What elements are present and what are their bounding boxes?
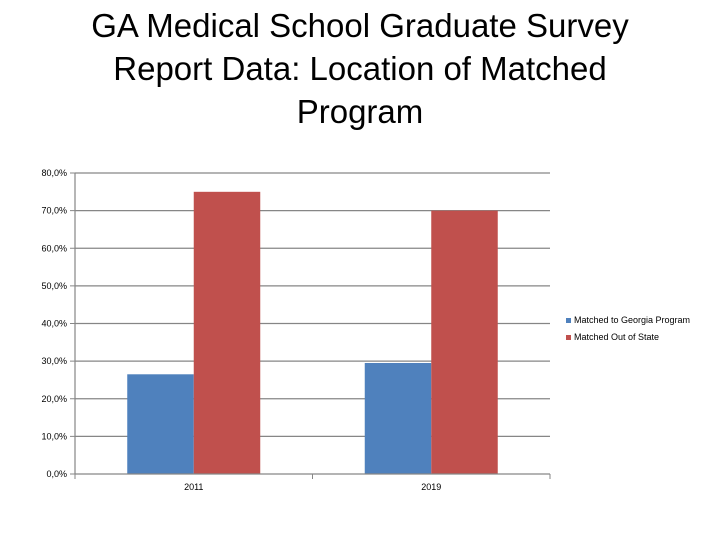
chart-title: GA Medical School Graduate Survey Report… <box>40 4 680 133</box>
x-tick-label-0: 2011 <box>184 482 203 492</box>
bars <box>127 191 498 474</box>
y-tick-label-0: 0,0% <box>46 469 67 479</box>
x-tick-label-1: 2019 <box>421 482 441 492</box>
title-line-1: GA Medical School Graduate Survey <box>91 7 629 44</box>
y-tick-label-3: 30,0% <box>41 356 67 366</box>
legend-label-0: Matched to Georgia Program <box>574 315 690 325</box>
y-tick-label-1: 10,0% <box>41 431 67 441</box>
legend-label-1: Matched Out of State <box>574 332 659 342</box>
y-tick-label-6: 60,0% <box>41 243 67 253</box>
legend-swatch-0 <box>566 318 571 323</box>
y-tick-label-4: 40,0% <box>41 319 67 329</box>
title-line-3: Program <box>296 93 424 130</box>
bar-2019-series-1 <box>431 210 498 474</box>
y-tick-label-7: 70,0% <box>41 206 67 216</box>
axes: 0,0% 10,0% 20,0% 30,0% 40,0% 50,0% 60,0% 70,0% 8… <box>41 168 551 492</box>
title-line-2: Report Data: Location of Matched <box>113 50 607 87</box>
bar-2011-series-0 <box>127 374 194 474</box>
legend-swatch-1 <box>566 335 571 340</box>
bar-2011-series-1 <box>193 191 261 474</box>
y-tick-label-5: 50,0% <box>41 281 67 291</box>
y-tick-label-8: 80,0% <box>41 168 67 178</box>
legend: Matched to Georgia Program Matched Out of… <box>566 315 690 342</box>
bar-2019-series-0 <box>364 363 432 474</box>
y-tick-label-2: 20,0% <box>41 394 67 404</box>
